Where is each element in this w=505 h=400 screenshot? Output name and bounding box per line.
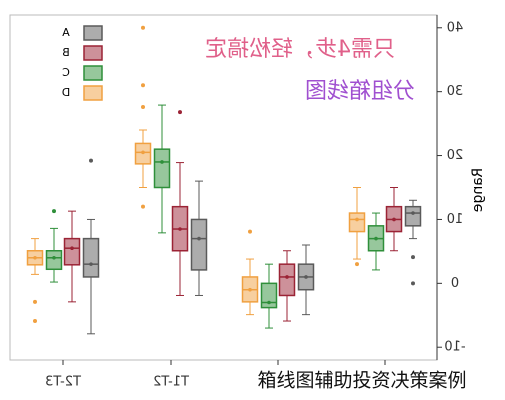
median-dot <box>33 255 37 260</box>
legend-swatch <box>83 65 103 81</box>
outlier <box>411 281 415 286</box>
legend-label: C <box>62 66 70 79</box>
y-tick-label: -10 <box>444 340 465 355</box>
box <box>63 237 81 266</box>
median-dot <box>89 262 93 266</box>
outlier <box>411 255 415 260</box>
outlier <box>178 110 182 115</box>
outlier <box>141 83 145 88</box>
outlier <box>33 319 37 324</box>
outlier <box>141 204 145 209</box>
box <box>348 212 366 233</box>
y-tick-label: 0 <box>451 276 459 291</box>
x-tick-label: T1-T2 <box>153 375 190 390</box>
x-tick-label: T2-T3 <box>45 375 82 390</box>
legend-label: D <box>62 86 70 99</box>
box <box>82 237 100 278</box>
median-dot <box>374 236 378 241</box>
box <box>190 218 208 271</box>
y-axis-title: Range <box>470 168 486 212</box>
y-tick-label: 10 <box>447 212 464 227</box>
annotation: 分组箱线图 <box>305 79 415 104</box>
median-dot <box>178 227 182 231</box>
legend-label: A <box>62 26 70 39</box>
median-dot <box>160 160 164 164</box>
legend-swatch <box>83 85 103 101</box>
annotation: 只需4步，轻松搞定 <box>205 37 395 62</box>
outlier <box>141 105 145 109</box>
median-dot <box>70 246 74 250</box>
outlier <box>52 209 56 214</box>
legend-label: B <box>62 46 70 59</box>
outlier <box>248 229 252 234</box>
median-dot <box>304 275 308 279</box>
y-tick-label: 20 <box>447 148 464 163</box>
box <box>45 250 63 271</box>
median-dot <box>141 150 145 155</box>
median-dot <box>411 211 415 215</box>
median-dot <box>197 236 201 241</box>
box <box>404 205 422 227</box>
outlier <box>89 158 93 163</box>
y-tick-label: 40 <box>447 20 464 35</box>
box <box>260 282 278 309</box>
annotation: 箱线图辅助投资决策案例 <box>257 370 466 392</box>
outlier <box>355 262 359 267</box>
median-dot <box>392 217 396 222</box>
box <box>278 263 296 297</box>
median-dot <box>267 300 271 305</box>
outlier <box>141 25 145 30</box>
median-dot <box>355 217 359 222</box>
median-dot <box>248 287 252 292</box>
legend-swatch <box>83 45 103 61</box>
plot-frame <box>9 14 438 361</box>
median-dot <box>52 255 56 260</box>
y-tick-label: 30 <box>447 84 464 99</box>
median-dot <box>285 275 289 279</box>
box <box>153 148 171 189</box>
outlier <box>33 299 37 304</box>
legend-swatch <box>83 25 103 41</box>
